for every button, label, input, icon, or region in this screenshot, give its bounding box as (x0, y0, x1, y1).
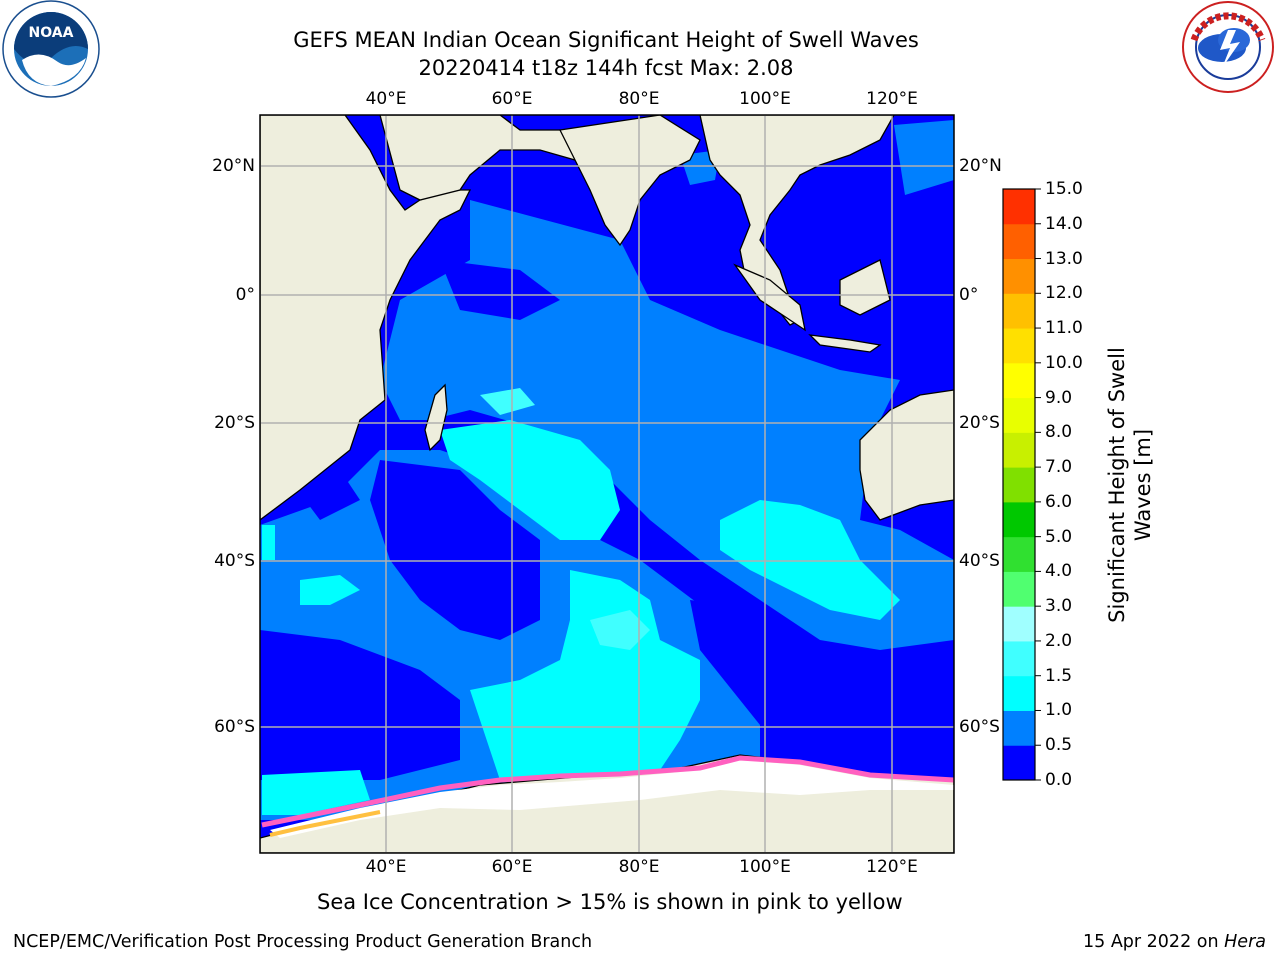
colorbar-tick-label: 4.0 (1045, 561, 1073, 582)
footer-left: NCEP/EMC/Verification Post Processing Pr… (13, 932, 593, 952)
map-frame (259, 114, 955, 854)
colorbar-tick-label: 10.0 (1045, 352, 1083, 373)
lat-label-left-20S: 20°S (214, 413, 255, 433)
colorbar-segment (1003, 745, 1035, 781)
colorbar-segment (1003, 432, 1035, 468)
colorbar-tick-label: 5.0 (1045, 526, 1073, 547)
colorbar-segment (1003, 362, 1035, 399)
lat-label-right-40S: 40°S (959, 551, 1000, 571)
colorbar-label: Significant Height of Swell Waves [m] (1105, 347, 1155, 623)
swell-band-0.0-0.5-patches (260, 260, 954, 780)
lat-label-left-60S: 60°S (214, 717, 255, 737)
lon-label-top-60E: 60°E (491, 89, 533, 109)
sea-ice-edge (261, 755, 954, 828)
swell-band-1.5-2.0 (480, 388, 650, 650)
lat-label-right-20N: 20°N (959, 156, 1002, 176)
colorbar-frame (1002, 188, 1036, 781)
colorbar-segment (1003, 675, 1035, 711)
colorbar-segment (1003, 328, 1035, 364)
colorbar-segment (1003, 258, 1035, 294)
colorbar-tick-label: 1.5 (1045, 665, 1073, 686)
lon-label-bottom-120E: 120°E (866, 857, 918, 877)
colorbar-segment (1003, 397, 1035, 433)
colorbar-segment (1003, 640, 1035, 677)
colorbar-tick-label: 7.0 (1045, 457, 1073, 478)
colorbar-tick-label: 15.0 (1045, 179, 1083, 199)
colorbar-tick-label: 0.5 (1045, 735, 1073, 756)
lon-label-bottom-100E: 100°E (739, 857, 791, 877)
lat-label-left-20N: 20°N (212, 156, 255, 176)
colorbar-segment (1003, 293, 1035, 329)
colorbar-segment (1003, 536, 1035, 572)
noaa-logo-text: NOAA (29, 25, 74, 41)
chart-title-line2: 20220414 t18z 144h fcst Max: 2.08 (418, 56, 794, 80)
lon-label-bottom-60E: 60°E (491, 857, 533, 877)
lat-label-right-20S: 20°S (959, 413, 1000, 433)
lat-label-left-0: 0° (235, 285, 255, 305)
footer-host: Hera (1224, 932, 1266, 952)
colorbar-tick-label: 11.0 (1045, 318, 1083, 339)
noaa-logo-icon: NOAA (2, 0, 100, 98)
colorbar-tick-label: 8.0 (1045, 422, 1073, 443)
colorbar (1003, 188, 1041, 781)
lon-label-top-80E: 80°E (618, 89, 660, 109)
colorbar-tick-label: 2.0 (1045, 630, 1073, 651)
colorbar-tick-label: 9.0 (1045, 387, 1073, 408)
lat-label-right-60S: 60°S (959, 717, 1000, 737)
sea-ice-zone (270, 760, 954, 838)
footer-right: 15 Apr 2022 on Hera (1083, 932, 1266, 952)
colorbar-tick-label: 6.0 (1045, 491, 1073, 512)
colorbar-segment (1003, 710, 1035, 746)
lon-label-bottom-80E: 80°E (618, 857, 660, 877)
colorbar-segment (1003, 571, 1035, 607)
nws-logo-icon (1182, 1, 1274, 93)
colorbar-tick-label: 14.0 (1045, 213, 1083, 234)
colorbar-segment (1003, 467, 1035, 503)
chart-title-line1: GEFS MEAN Indian Ocean Significant Heigh… (293, 28, 919, 52)
lat-label-right-0: 0° (959, 285, 979, 305)
colorbar-tick-label: 3.0 (1045, 596, 1073, 617)
lat-label-left-40S: 40°S (214, 551, 255, 571)
sea-ice-edge-yellow (269, 810, 381, 837)
footer-date: 15 Apr 2022 on (1083, 932, 1225, 952)
colorbar-segment (1003, 189, 1035, 225)
lon-label-bottom-40E: 40°E (365, 857, 407, 877)
colorbar-tick-label: 13.0 (1045, 248, 1083, 269)
sea-ice-note: Sea Ice Concentration > 15% is shown in … (317, 890, 903, 914)
lon-label-top-120E: 120°E (866, 89, 918, 109)
map-gridlines (260, 115, 954, 853)
colorbar-tick-label: 0.0 (1045, 770, 1073, 790)
colorbar-segment (1003, 606, 1035, 642)
colorbar-tick-label: 1.0 (1045, 700, 1073, 721)
colorbar-segment (1003, 501, 1035, 538)
lon-label-top-40E: 40°E (365, 89, 407, 109)
colorbar-tick-label: 12.0 (1045, 283, 1083, 304)
lon-label-top-100E: 100°E (739, 89, 791, 109)
colorbar-segment (1003, 223, 1035, 260)
